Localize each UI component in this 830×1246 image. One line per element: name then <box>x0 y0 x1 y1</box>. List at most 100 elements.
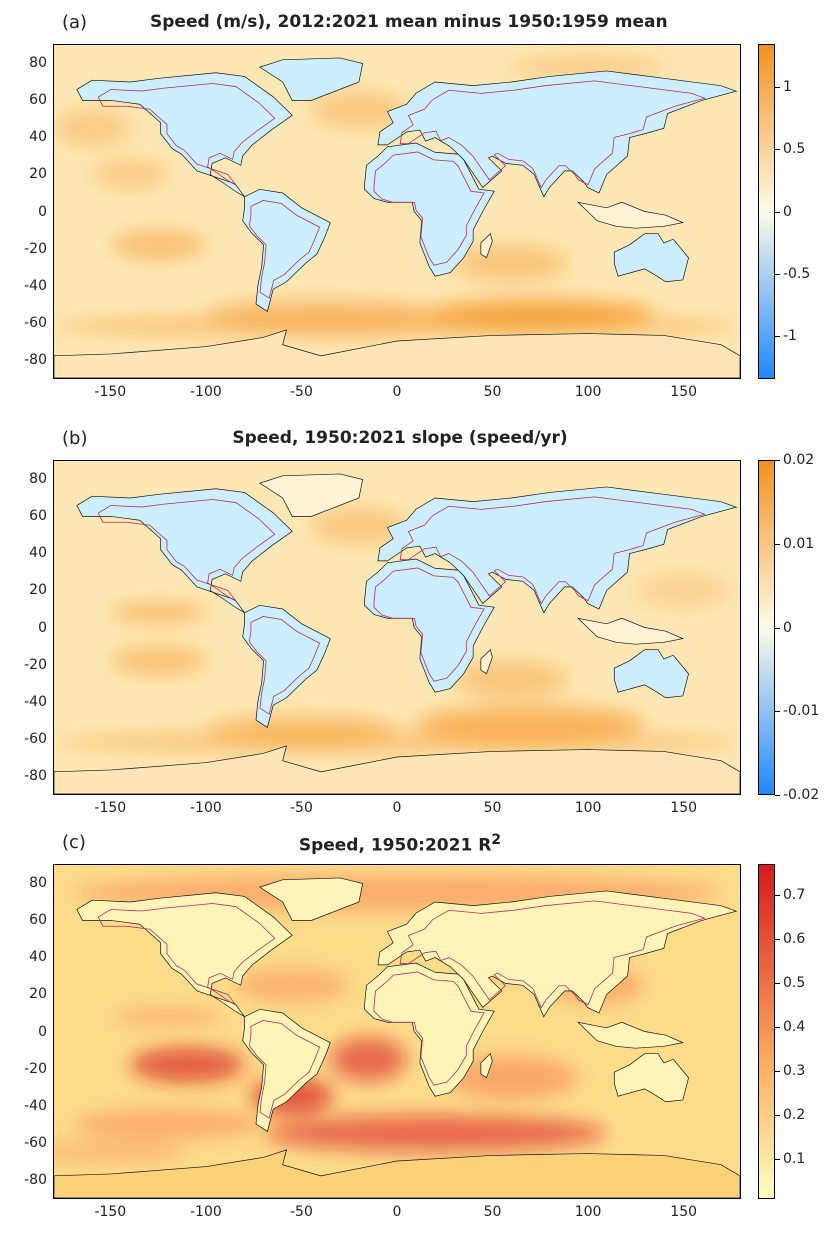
x-tick-label: 50 <box>483 384 502 400</box>
colorbar-tick-label: 0.1 <box>774 1151 806 1168</box>
x-tick-label: 150 <box>670 800 698 816</box>
colorbar-tick-label: -0.01 <box>774 703 820 720</box>
x-tick-label: 0 <box>392 1204 402 1220</box>
anomaly-region <box>311 91 407 129</box>
elevation-contour <box>373 567 485 682</box>
colorbar-tick-label: -1 <box>775 327 797 344</box>
colorbar <box>758 864 775 1199</box>
map-field <box>54 461 740 794</box>
y-tick-label: -80 <box>24 352 47 369</box>
landmass-antarctica <box>54 745 740 794</box>
map-plot <box>53 460 741 795</box>
landmass-madagascar <box>480 1053 493 1079</box>
map-field <box>54 45 740 378</box>
x-tick-label: -150 <box>94 384 127 400</box>
x-tick-label: -50 <box>290 800 313 816</box>
colorbar-tick-label: 1 <box>775 79 792 96</box>
x-tick-label: 150 <box>670 384 698 400</box>
y-tick-label: -20 <box>24 656 47 673</box>
anomaly-region <box>111 1009 226 1025</box>
anomaly-region <box>54 731 740 754</box>
landmass-australia <box>613 233 689 283</box>
landmass-greenland <box>258 473 364 517</box>
anomaly-region <box>111 230 207 260</box>
anomaly-region <box>635 572 731 609</box>
anomaly-region <box>54 1140 188 1163</box>
panel-a: (a) Speed (m/s), 2012:2021 mean minus 19… <box>0 12 830 412</box>
elevation-contour <box>399 496 707 605</box>
anomaly-region <box>111 603 207 622</box>
colorbar <box>758 460 775 795</box>
x-tick-label: 50 <box>483 800 502 816</box>
title-text: Speed, 1950:2021 R <box>298 835 492 856</box>
elevation-contour <box>373 151 485 266</box>
landmass-madagascar <box>480 649 493 675</box>
map-plot <box>53 44 741 379</box>
x-tick-label: 150 <box>670 1204 698 1220</box>
y-tick-label: 20 <box>29 166 47 183</box>
colorbar-tick-label: 0.5 <box>774 141 806 158</box>
colorbar-tick-label: 0 <box>775 619 792 636</box>
anomaly-region <box>311 507 407 545</box>
x-tick-label: 100 <box>574 1204 602 1220</box>
y-tick-label: 20 <box>29 986 47 1003</box>
y-tick-label: 80 <box>29 874 47 891</box>
colorbar <box>758 44 775 379</box>
y-tick-label: 60 <box>29 91 47 108</box>
elevation-contour <box>97 83 276 186</box>
y-tick-label: -60 <box>24 315 47 332</box>
elevation-contour <box>248 1020 321 1119</box>
anomaly-region <box>444 1055 579 1100</box>
elevation-contour <box>248 200 321 299</box>
elevation-contour <box>97 903 276 1006</box>
y-tick-label: 60 <box>29 911 47 928</box>
landmass-antarctica <box>54 1149 740 1198</box>
y-tick-label: 80 <box>29 470 47 487</box>
y-tick-label: 0 <box>38 619 47 636</box>
elevation-contour <box>97 499 276 602</box>
colorbar-tick-label: 0.02 <box>774 452 815 468</box>
y-tick-label: -40 <box>24 1097 47 1114</box>
anomaly-region <box>92 159 169 190</box>
y-tick-label: 40 <box>29 545 47 562</box>
x-tick-label: -150 <box>94 1204 127 1220</box>
anomaly-region <box>330 1037 407 1082</box>
anomaly-region <box>454 244 569 282</box>
map-plot <box>53 864 741 1199</box>
x-tick-label: -100 <box>189 384 222 400</box>
landmass-south-america <box>242 604 331 728</box>
landmass-indonesia <box>576 1021 685 1049</box>
y-tick-label: 40 <box>29 129 47 146</box>
y-tick-label: -40 <box>24 277 47 294</box>
y-tick-label: -20 <box>24 240 47 257</box>
x-tick-label: 100 <box>574 800 602 816</box>
anomaly-region <box>454 660 569 698</box>
elevation-contour <box>248 616 321 715</box>
y-tick-label: 80 <box>29 54 47 71</box>
panel-title: Speed (m/s), 2012:2021 mean minus 1950:1… <box>150 12 668 32</box>
x-tick-label: -100 <box>189 800 222 816</box>
anomaly-region <box>54 109 131 147</box>
y-tick-label: -80 <box>24 768 47 785</box>
y-tick-label: 40 <box>29 949 47 966</box>
colorbar-tick-label: 0.01 <box>774 535 815 552</box>
panel-label: (c) <box>62 832 86 853</box>
landmass-indonesia <box>576 201 685 229</box>
anomaly-region <box>263 1114 607 1152</box>
x-tick-label: -100 <box>189 1204 222 1220</box>
elevation-contour <box>373 971 485 1086</box>
colorbar-tick-label: 0 <box>775 203 792 220</box>
colorbar-tick-label: -0.5 <box>774 265 811 282</box>
colorbar-tick-label: 0.6 <box>774 930 806 947</box>
y-tick-label: -80 <box>24 1172 47 1189</box>
panel-label: (a) <box>62 12 88 33</box>
landmass-madagascar <box>480 233 493 259</box>
colorbar-tick-label: 0.2 <box>774 1107 806 1124</box>
anomaly-region <box>73 1109 264 1139</box>
anomaly-region <box>130 1046 245 1084</box>
panel-title: Speed, 1950:2021 slope (speed/yr) <box>232 428 568 448</box>
colorbar-ticks: 0.7 0.6 0.5 0.4 0.3 0.2 0.1 <box>774 864 830 1199</box>
anomaly-region <box>511 56 664 79</box>
x-tick-label: 50 <box>483 1204 502 1220</box>
landmass-antarctica <box>54 329 740 378</box>
